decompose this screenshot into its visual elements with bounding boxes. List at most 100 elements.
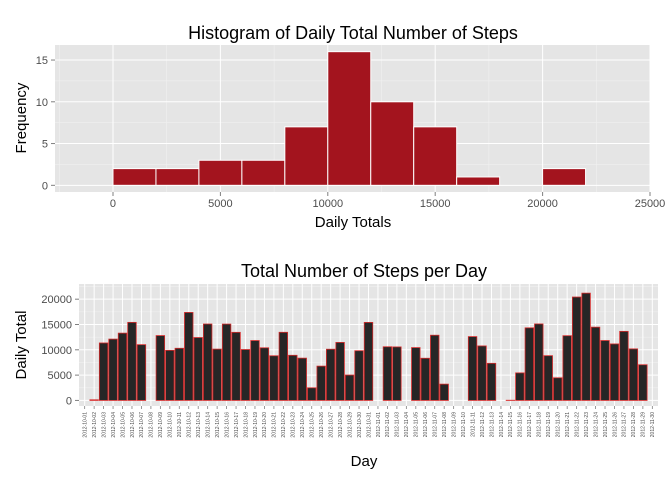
daily-x-tick-label: 2012-10-31 <box>366 412 372 438</box>
daily-x-tick-label: 2012-11-15 <box>508 412 514 437</box>
daily-bar <box>155 335 166 401</box>
daily-x-tick-label: 2012-10-03 <box>101 412 107 438</box>
daily-x-tick-label: 2012-10-08 <box>149 412 155 438</box>
daily-x-tick-label: 2012-10-02 <box>92 412 98 438</box>
histogram-x-ticks: 0 5000 10000 15000 20000 25000 <box>110 192 665 210</box>
daily-bar <box>203 323 213 401</box>
daily-x-tick-label: 2012-11-19 <box>546 412 552 437</box>
histogram-bar <box>284 126 329 186</box>
daily-bar <box>127 321 137 401</box>
daily-x-tick-label: 2012-10-28 <box>338 412 344 438</box>
daily-x-tick-label: 2012-11-22 <box>574 412 580 437</box>
histogram-y-axis-title: Frequency <box>13 82 30 153</box>
daily-x-tick-label: 2012-10-11 <box>177 412 183 437</box>
histogram-bars <box>112 51 587 186</box>
daily-bar <box>117 332 128 401</box>
daily-x-tick-label: 2012-11-21 <box>565 412 571 437</box>
daily-x-tick-label: 2012-11-02 <box>385 412 391 437</box>
daily-bar <box>553 377 563 401</box>
daily-x-tick-label: 2012-10-24 <box>300 412 306 438</box>
daily-x-tick-label: 2012-10-30 <box>357 412 363 438</box>
daily-x-tick-label: 2012-11-27 <box>622 412 628 437</box>
daily-x-tick-label: 2012-11-04 <box>404 412 410 437</box>
daily-x-tick-label: 2012-11-28 <box>631 412 637 437</box>
daily-x-tick-label: 2012-11-05 <box>414 412 420 437</box>
daily-x-tick-label: 2012-11-23 <box>584 412 590 437</box>
daily-bar <box>562 335 572 401</box>
daily-bar <box>411 347 421 401</box>
histogram-bar <box>370 101 415 186</box>
daily-x-tick-label: 2012-10-26 <box>319 412 325 438</box>
daily-bar <box>325 348 336 401</box>
daily-bar <box>288 354 298 401</box>
daily-bar <box>363 322 374 401</box>
daily-x-tick-label: 2012-10-27 <box>328 412 334 438</box>
daily-bar <box>344 374 355 401</box>
daily-title: Total Number of Steps per Day <box>241 261 487 281</box>
daily-x-tick-label: 2012-11-17 <box>527 412 533 437</box>
daily-x-tick-label: 2012-10-20 <box>262 412 268 438</box>
daily-x-tick-label: 2012-10-19 <box>253 412 259 438</box>
daily-bar <box>581 292 591 401</box>
histogram-bar <box>413 126 458 186</box>
histogram-x-tick-label: 5000 <box>208 198 232 210</box>
daily-bar <box>240 349 251 401</box>
daily-bar <box>108 338 118 401</box>
daily-bar <box>571 296 582 401</box>
daily-bar <box>534 323 544 401</box>
daily-bar <box>231 331 241 401</box>
daily-bar <box>259 347 270 401</box>
daily-y-tick-label: 0 <box>66 395 72 407</box>
histogram-bar <box>456 176 501 186</box>
daily-bar <box>307 387 317 401</box>
daily-x-tick-label: 2012-10-12 <box>187 412 193 438</box>
daily-x-tick-label: 2012-11-11 <box>470 412 476 437</box>
daily-bar <box>316 365 326 401</box>
daily-bar <box>486 362 497 401</box>
daily-bar <box>335 342 345 401</box>
daily-x-tick-label: 2012-10-21 <box>272 412 278 438</box>
daily-bar <box>269 355 279 401</box>
daily-x-tick-label: 2012-10-15 <box>215 412 221 438</box>
daily-x-tick-label: 2012-10-13 <box>196 412 202 438</box>
daily-x-tick-label: 2012-10-01 <box>82 412 88 438</box>
histogram-bar <box>241 159 286 186</box>
daily-bar <box>515 372 525 401</box>
histogram-x-tick-label: 15000 <box>420 198 451 210</box>
daily-x-axis-title: Day <box>351 453 378 470</box>
daily-x-tick-label: 2012-11-13 <box>489 412 495 437</box>
daily-bar <box>430 334 440 401</box>
histogram-bar <box>198 159 243 186</box>
daily-x-tick-label: 2012-11-06 <box>423 412 429 437</box>
daily-bar <box>250 340 260 401</box>
daily-bar <box>524 327 534 401</box>
daily-bar <box>193 337 203 401</box>
daily-bar <box>392 346 402 401</box>
daily-bar <box>136 344 147 401</box>
histogram-y-tick-label: 10 <box>36 97 48 109</box>
daily-bar <box>439 383 449 401</box>
daily-bars <box>89 292 648 401</box>
daily-bar <box>619 330 629 401</box>
histogram-title: Histogram of Daily Total Number of Steps <box>188 23 518 43</box>
histogram-y-tick-label: 0 <box>42 180 48 192</box>
daily-x-tick-label: 2012-11-08 <box>442 412 448 437</box>
daily-x-tick-label: 2012-11-26 <box>612 412 618 437</box>
histogram-x-axis-title: Daily Totals <box>315 214 391 231</box>
daily-x-tick-label: 2012-10-05 <box>120 412 126 438</box>
histogram-x-tick-label: 25000 <box>635 198 666 210</box>
daily-bar <box>89 399 99 401</box>
daily-bar <box>600 340 610 401</box>
daily-bar <box>543 355 553 401</box>
daily-steps-chart: Total Number of Steps per Day 0 5000 10000… <box>13 261 658 470</box>
daily-x-tick-label: 2012-10-10 <box>168 412 174 438</box>
daily-bar <box>165 349 175 401</box>
daily-bar <box>98 342 109 401</box>
daily-y-tick-label: 20000 <box>41 294 72 306</box>
daily-bar <box>184 312 194 401</box>
daily-x-tick-label: 2012-10-14 <box>205 412 211 438</box>
daily-x-tick-label: 2012-11-24 <box>593 412 599 437</box>
histogram-x-tick-label: 0 <box>110 198 116 210</box>
daily-x-tick-label: 2012-10-29 <box>347 412 353 438</box>
daily-x-tick-label: 2012-11-30 <box>650 412 656 437</box>
